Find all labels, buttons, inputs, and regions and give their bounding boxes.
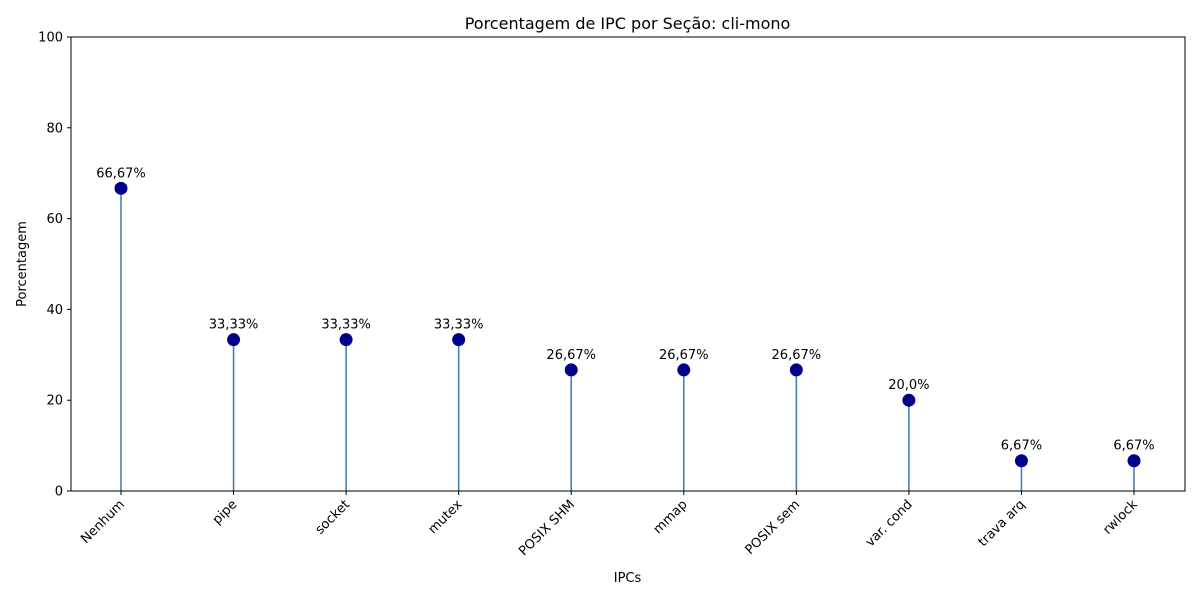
lollipop-marker	[339, 333, 353, 347]
x-tick-label: POSIX sem	[743, 497, 804, 558]
data-label: 26,67%	[546, 348, 596, 363]
data-label: 26,67%	[772, 348, 822, 363]
plot-area: 0 20 40 60 80 100 Nenhum 66,67% pipe 33,33% socket…	[38, 31, 1154, 560]
lollipop-marker	[227, 333, 241, 347]
data-label: 20,0%	[888, 378, 929, 393]
plot-frame	[70, 36, 1186, 492]
x-tick-label: rwlock	[1100, 497, 1141, 538]
data-label: 26,67%	[659, 348, 709, 363]
x-tick-label: POSIX SHM	[516, 497, 578, 559]
data-label: 66,67%	[96, 166, 146, 181]
x-axis-label: IPCs	[614, 571, 642, 586]
x-tick-label: Nenhum	[78, 497, 128, 547]
x-tick-label: mutex	[426, 497, 466, 537]
data-label: 6,67%	[1001, 439, 1042, 454]
chart-title: Porcentagem de IPC por Seção: cli-mono	[465, 14, 791, 33]
y-tick-label: 60	[46, 212, 63, 227]
lollipop-marker	[1014, 454, 1028, 468]
lollipop-marker	[902, 393, 916, 407]
y-tick-label: 100	[38, 31, 63, 46]
x-tick-label: var. cond	[863, 497, 916, 550]
x-tick-label: socket	[313, 497, 353, 537]
lollipop-marker	[564, 363, 578, 377]
data-label: 6,67%	[1113, 439, 1154, 454]
x-tick-label: pipe	[210, 497, 240, 527]
data-label: 33,33%	[321, 318, 371, 333]
lollipop-marker	[677, 363, 691, 377]
data-label: 33,33%	[209, 318, 259, 333]
lollipop-marker	[452, 333, 466, 347]
y-axis-label: Porcentagem	[15, 221, 30, 307]
x-tick-label: mmap	[651, 497, 691, 537]
y-tick-label: 40	[46, 303, 63, 318]
lollipop-marker	[114, 181, 128, 195]
y-tick-label: 0	[55, 485, 63, 500]
lollipop-marker	[789, 363, 803, 377]
x-tick-label: trava arq	[976, 497, 1029, 550]
y-tick-label: 20	[46, 394, 63, 409]
data-label: 33,33%	[434, 318, 484, 333]
y-tick-label: 80	[46, 121, 63, 136]
lollipop-marker	[1127, 454, 1141, 468]
